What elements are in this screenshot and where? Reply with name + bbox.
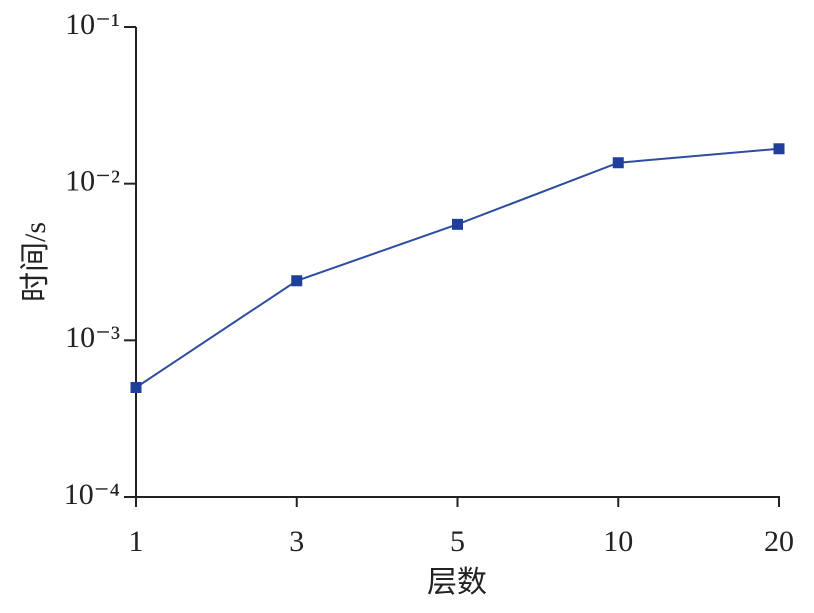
y-tick-label: 10⁻³	[65, 321, 120, 354]
x-tick-label: 1	[129, 525, 144, 558]
data-point	[130, 381, 142, 393]
y-tick-label: 10⁻²	[65, 165, 120, 198]
x-tick-label: 3	[289, 525, 304, 558]
y-tick-label: 10⁻¹	[65, 8, 120, 41]
y-tick-label: 10⁻⁴	[64, 478, 120, 511]
x-axis-label: 层数	[427, 566, 487, 599]
data-line	[135, 147, 780, 389]
data-point	[291, 275, 303, 287]
data-point	[773, 143, 785, 155]
y-axis-label: 时间/s	[19, 222, 52, 302]
x-tick-label: 10	[603, 525, 633, 558]
data-point	[612, 157, 624, 169]
data-point	[452, 218, 463, 230]
x-tick-label: 5	[450, 525, 465, 558]
x-tick-label: 20	[764, 525, 794, 558]
